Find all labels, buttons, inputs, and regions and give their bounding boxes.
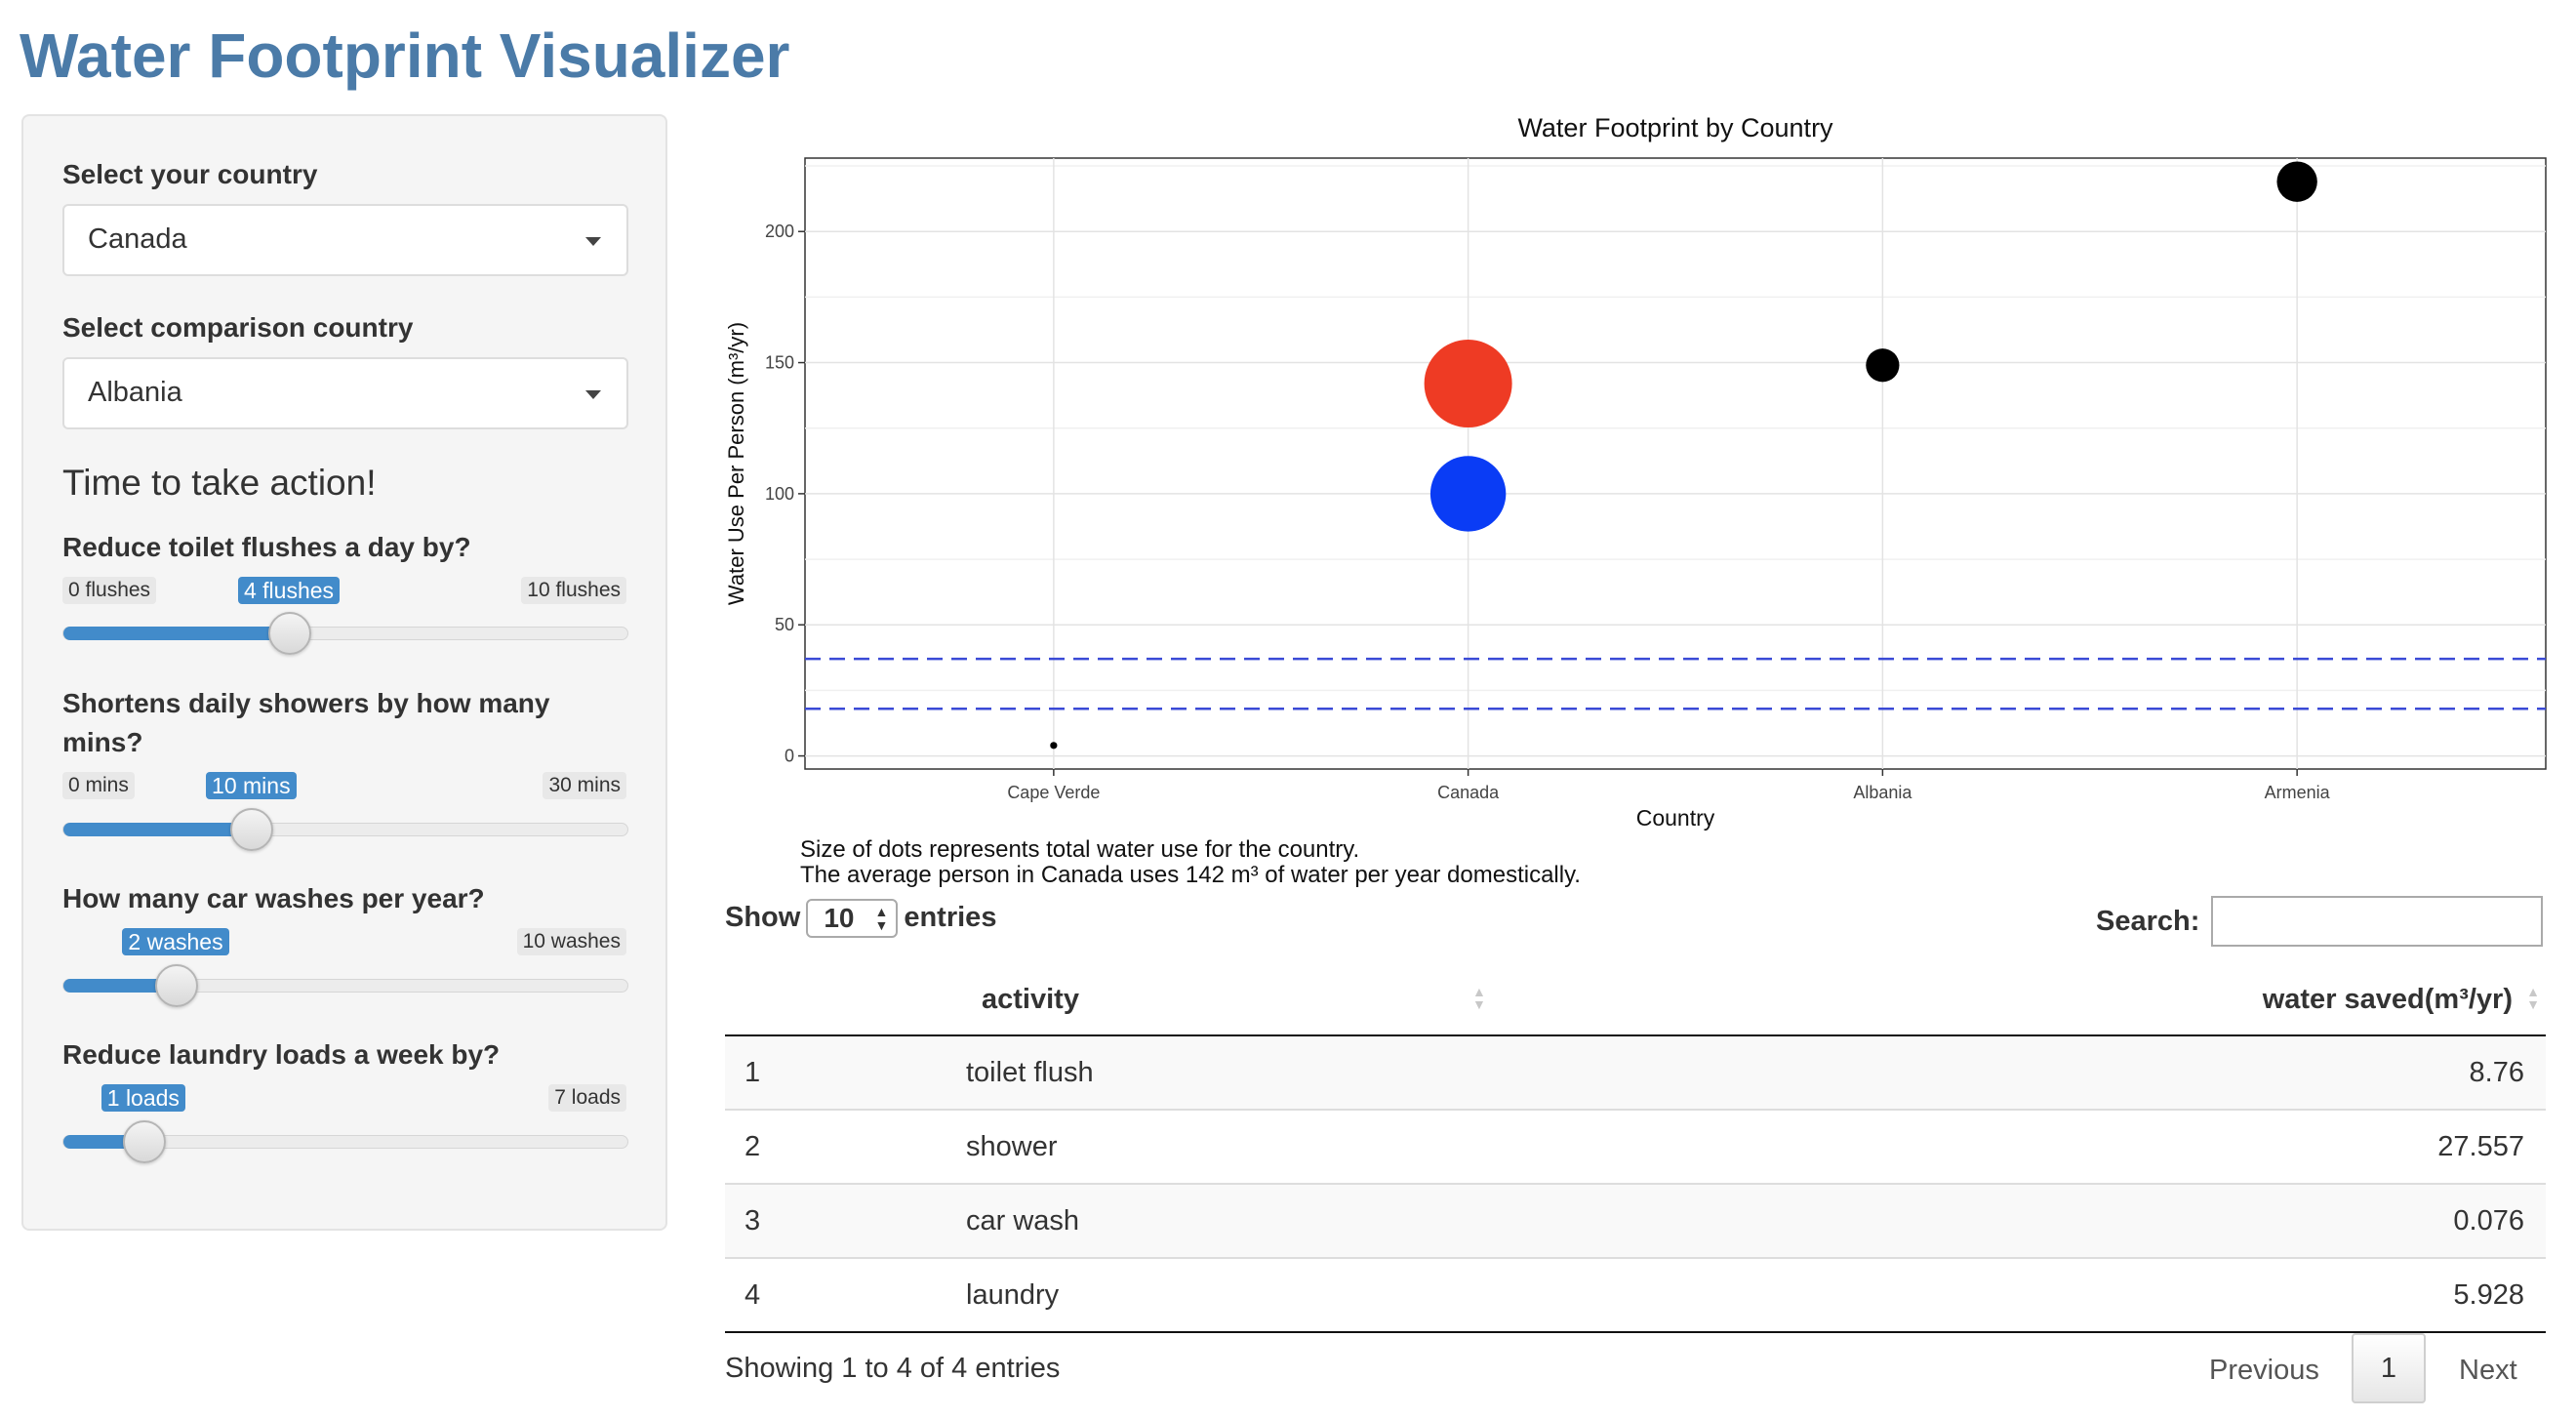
table-info: Showing 1 to 4 of 4 entries bbox=[725, 1353, 1061, 1384]
carwash-slider-label: How many car washes per year? bbox=[62, 883, 485, 913]
column-header-water-saved-label: water saved(m³/yr) bbox=[2262, 984, 2513, 1015]
laundry-slider-max: 7 loads bbox=[548, 1084, 626, 1112]
row-index: 4 bbox=[725, 1257, 965, 1333]
data-point bbox=[1429, 456, 1507, 532]
country-select-label: Select your country bbox=[62, 159, 318, 189]
chart-note-size: Size of dots represents total water use … bbox=[800, 836, 1360, 863]
entries-select[interactable]: 10 ▲ ▼ bbox=[806, 899, 899, 939]
search-input[interactable] bbox=[2211, 896, 2543, 947]
chevron-down-icon bbox=[585, 237, 601, 246]
search-label: Search: bbox=[2096, 906, 2200, 937]
row-activity: laundry bbox=[965, 1257, 1494, 1333]
row-index: 2 bbox=[725, 1109, 965, 1184]
country-select-value: Canada bbox=[88, 223, 187, 255]
column-header-index bbox=[725, 966, 965, 1036]
slider-fill bbox=[63, 627, 290, 640]
y-tick-label: 200 bbox=[765, 222, 794, 241]
country-select[interactable]: Canada bbox=[62, 204, 628, 276]
pagination-previous[interactable]: Previous bbox=[2209, 1355, 2319, 1386]
carwash-slider-max: 10 washes bbox=[516, 928, 626, 955]
toilet-slider-value: 4 flushes bbox=[237, 577, 341, 604]
y-tick-label: 150 bbox=[765, 353, 794, 373]
row-activity: car wash bbox=[965, 1183, 1494, 1258]
chart-title: Water Footprint by Country bbox=[1517, 113, 1833, 142]
shower-slider-min: 0 mins bbox=[62, 772, 135, 799]
laundry-slider-label: Reduce laundry loads a week by? bbox=[62, 1039, 501, 1070]
slider-handle[interactable] bbox=[122, 1120, 166, 1163]
sort-icon: ▲ ▼ bbox=[2526, 984, 2540, 1012]
app-title: Water Footprint Visualizer bbox=[20, 20, 790, 91]
table-row: 2 shower 27.557 bbox=[725, 1109, 2546, 1184]
table-row: 4 laundry 5.928 bbox=[725, 1257, 2546, 1333]
comparison-select-value: Albania bbox=[88, 377, 182, 408]
action-heading: Time to take action! bbox=[62, 463, 377, 503]
pagination-next[interactable]: Next bbox=[2459, 1355, 2517, 1386]
toilet-slider-label: Reduce toilet flushes a day by? bbox=[62, 532, 471, 562]
data-point bbox=[1866, 348, 1900, 383]
entries-label: entries bbox=[904, 902, 997, 933]
plot-panel bbox=[804, 157, 2547, 770]
chevron-down-icon bbox=[585, 390, 601, 399]
row-water-saved: 5.928 bbox=[1494, 1257, 2546, 1333]
x-tick-label: Canada bbox=[1437, 783, 1500, 802]
y-tick-label: 0 bbox=[785, 747, 794, 766]
data-point bbox=[1050, 742, 1058, 750]
row-index: 1 bbox=[725, 1034, 965, 1110]
slider-handle[interactable] bbox=[155, 964, 198, 1007]
table-row: 1 toilet flush 8.76 bbox=[725, 1034, 2546, 1110]
sort-icon: ▲ ▼ bbox=[1472, 984, 1486, 1012]
row-water-saved: 0.076 bbox=[1494, 1183, 2546, 1258]
shower-slider-max: 30 mins bbox=[543, 772, 626, 799]
water-footprint-chart: Water Footprint by Country 0 50 100 150 200 Ca… bbox=[722, 107, 2556, 888]
y-tick-label: 50 bbox=[775, 615, 794, 634]
row-water-saved: 27.557 bbox=[1494, 1109, 2546, 1184]
comparison-select[interactable]: Albania bbox=[62, 357, 628, 429]
shower-slider-label: Shortens daily showers by how many mins? bbox=[62, 688, 550, 757]
row-activity: shower bbox=[965, 1109, 1494, 1184]
x-axis-label: Country bbox=[1636, 805, 1715, 831]
entries-select-value: 10 bbox=[824, 903, 855, 934]
column-header-activity-label: activity bbox=[982, 984, 1079, 1015]
table-row: 3 car wash 0.076 bbox=[725, 1183, 2546, 1258]
laundry-slider-value: 1 loads bbox=[101, 1084, 185, 1112]
column-header-activity[interactable]: activity ▲ ▼ bbox=[965, 966, 1494, 1036]
show-label: Show bbox=[725, 902, 801, 933]
comparison-select-label: Select comparison country bbox=[62, 312, 414, 343]
data-point bbox=[1424, 340, 1512, 428]
shower-slider[interactable] bbox=[62, 808, 628, 851]
slider-handle[interactable] bbox=[268, 612, 311, 655]
savings-table: activity ▲ ▼ water saved(m³/yr) ▲ ▼ 1 toil… bbox=[725, 966, 2546, 1333]
updown-arrows-icon: ▲ ▼ bbox=[874, 904, 889, 934]
y-axis-label: Water Use Per Person (m³/yr) bbox=[724, 322, 748, 605]
toilet-slider-max: 10 flushes bbox=[521, 577, 626, 604]
x-tick-label: Armenia bbox=[2265, 783, 2331, 802]
toilet-slider-min: 0 flushes bbox=[62, 577, 157, 604]
row-water-saved: 8.76 bbox=[1494, 1034, 2546, 1110]
row-index: 3 bbox=[725, 1183, 965, 1258]
column-header-water-saved[interactable]: water saved(m³/yr) ▲ ▼ bbox=[1494, 966, 2546, 1036]
toilet-slider[interactable] bbox=[62, 612, 628, 655]
laundry-slider[interactable] bbox=[62, 1120, 628, 1163]
slider-handle[interactable] bbox=[230, 808, 274, 851]
pagination-page-1[interactable]: 1 bbox=[2352, 1333, 2426, 1403]
data-point bbox=[2276, 161, 2317, 202]
table-length-control: Show 10 ▲ ▼ entries bbox=[725, 896, 996, 939]
x-tick-label: Cape Verde bbox=[1007, 783, 1100, 802]
chart-note-average: The average person in Canada uses 142 m³… bbox=[800, 862, 1581, 888]
shower-slider-value: 10 mins bbox=[206, 772, 297, 799]
carwash-slider[interactable] bbox=[62, 964, 628, 1007]
sidebar-panel: Select your country Canada Select compar… bbox=[21, 114, 667, 1231]
slider-fill bbox=[63, 979, 177, 993]
row-activity: toilet flush bbox=[965, 1034, 1494, 1110]
slider-fill bbox=[63, 823, 253, 836]
x-tick-label: Albania bbox=[1853, 783, 1912, 802]
y-tick-label: 100 bbox=[765, 484, 794, 504]
carwash-slider-value: 2 washes bbox=[122, 928, 229, 955]
